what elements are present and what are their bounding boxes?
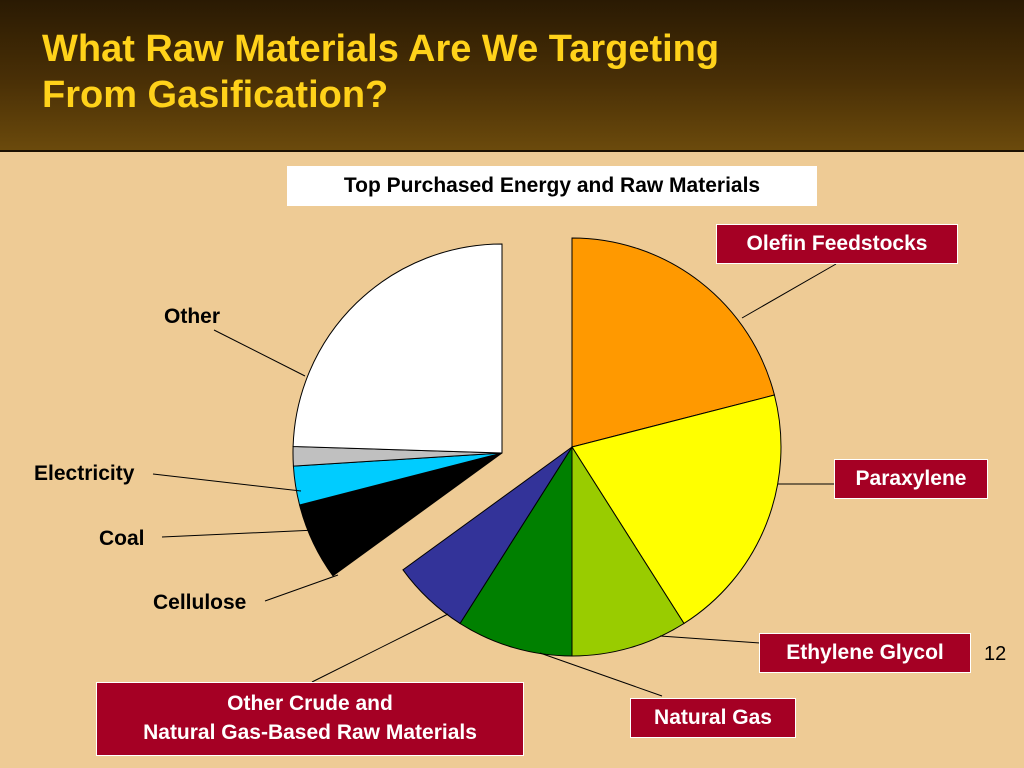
label-electricity: Electricity (34, 462, 135, 485)
pie-slice-other-crude-and-natural-gas-based-raw-materials (402, 446, 573, 625)
label-ethylene-glycol: Ethylene Glycol (759, 633, 971, 673)
leader-line-cellulose (264, 574, 339, 602)
leader-line-olefin (741, 263, 837, 319)
pie-slice-ethylene-glycol (571, 445, 685, 657)
leader-line-other-crude (311, 613, 449, 683)
label-olefin-feedstocks: Olefin Feedstocks (716, 224, 958, 264)
pie-slice-paraxylene (571, 394, 782, 625)
slide-title-line-1: What Raw Materials Are We Targeting (42, 28, 720, 70)
label-other-crude-line-1: Other Crude and (227, 692, 393, 715)
chart-title: Top Purchased Energy and Raw Materials (287, 166, 817, 206)
leader-lines (152, 263, 837, 697)
label-coal: Coal (99, 527, 145, 550)
leader-line-other (213, 329, 306, 377)
leader-line-coal (161, 529, 317, 538)
label-paraxylene: Paraxylene (834, 459, 988, 499)
label-other: Other (164, 305, 221, 328)
label-other-crude-line-2: Natural Gas-Based Raw Materials (143, 721, 477, 744)
slide-title: What Raw Materials Are We Targeting From… (42, 26, 719, 118)
pie-slice-natural-gas (459, 445, 573, 657)
title-bar: What Raw Materials Are We Targeting From… (0, 0, 1024, 152)
pie-slice-other (292, 243, 503, 454)
pie-slice-olefin-feedstocks (571, 237, 776, 448)
page-number: 12 (984, 643, 1007, 665)
pie-slices (292, 237, 782, 657)
leader-line-ethylene-glycol (659, 635, 761, 644)
label-other-crude: Other Crude and Natural Gas-Based Raw Ma… (96, 682, 524, 756)
leader-line-natural-gas (539, 652, 663, 697)
label-cellulose: Cellulose (153, 591, 247, 614)
label-natural-gas: Natural Gas (630, 698, 796, 738)
leader-line-electricity (152, 473, 302, 492)
slide-title-line-2: From Gasification? (42, 74, 389, 116)
